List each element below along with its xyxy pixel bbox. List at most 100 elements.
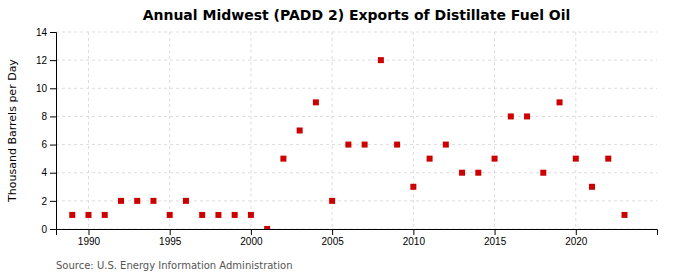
tick-mark bbox=[50, 201, 56, 202]
point bbox=[232, 212, 238, 218]
tick-label: 14 bbox=[36, 27, 48, 38]
grid-line-y bbox=[56, 88, 657, 89]
tick: 2020 bbox=[565, 229, 588, 247]
point bbox=[589, 184, 595, 190]
point bbox=[215, 212, 221, 218]
point bbox=[524, 113, 530, 119]
tick: 4 bbox=[41, 167, 56, 178]
point bbox=[410, 184, 416, 190]
tick-label: 2000 bbox=[240, 236, 263, 247]
point bbox=[69, 212, 75, 218]
point bbox=[297, 128, 303, 134]
point bbox=[167, 212, 173, 218]
grid-line-y bbox=[56, 32, 657, 33]
tick: 2015 bbox=[484, 229, 507, 247]
point bbox=[102, 212, 108, 218]
y-axis-title: Thousand Barrels per Day bbox=[6, 59, 19, 203]
point bbox=[492, 156, 498, 162]
grid-line-y bbox=[56, 172, 657, 173]
tick-mark bbox=[332, 229, 333, 235]
point bbox=[394, 142, 400, 148]
point bbox=[427, 156, 433, 162]
tick-mark bbox=[170, 229, 171, 235]
tick: 2 bbox=[41, 196, 56, 207]
point bbox=[345, 142, 351, 148]
point bbox=[134, 198, 140, 204]
tick: 0 bbox=[41, 224, 56, 235]
tick-mark bbox=[576, 229, 577, 235]
chart-svg: 199019952000200520102015202002468101214A… bbox=[0, 0, 675, 275]
grid-line-x bbox=[88, 32, 89, 229]
point bbox=[573, 156, 579, 162]
point bbox=[540, 170, 546, 176]
point bbox=[183, 198, 189, 204]
grid-line-x bbox=[413, 32, 414, 229]
tick-label: 2 bbox=[41, 196, 47, 207]
tick-mark bbox=[251, 229, 252, 235]
tick-mark bbox=[50, 229, 56, 230]
y-axis: 02468101214 bbox=[36, 27, 57, 235]
tick-label: 0 bbox=[41, 224, 47, 235]
tick-label: 4 bbox=[41, 167, 47, 178]
grid bbox=[56, 32, 657, 229]
tick-mark bbox=[413, 229, 414, 235]
tick: 2010 bbox=[403, 229, 426, 247]
axis-line bbox=[50, 33, 57, 230]
point bbox=[280, 156, 286, 162]
point bbox=[329, 198, 335, 204]
tick-label: 6 bbox=[41, 139, 47, 150]
tick-mark bbox=[50, 32, 56, 33]
point bbox=[118, 198, 124, 204]
axis-line bbox=[57, 230, 658, 236]
point bbox=[150, 198, 156, 204]
tick: 1995 bbox=[159, 229, 182, 247]
title: Annual Midwest (PADD 2) Exports of Disti… bbox=[143, 7, 571, 23]
point bbox=[508, 113, 514, 119]
tick-mark bbox=[495, 229, 496, 235]
tick-mark bbox=[50, 116, 56, 117]
tick-mark bbox=[50, 88, 56, 89]
point bbox=[378, 57, 384, 63]
x-axis: 1990 1995 2000 2005 2010 2015 2020 bbox=[57, 229, 658, 247]
grid-line-x bbox=[169, 32, 170, 229]
tick-mark bbox=[88, 229, 89, 235]
grid-line-x bbox=[575, 32, 576, 229]
tick-label: 10 bbox=[36, 83, 48, 94]
tick-label: 2005 bbox=[322, 236, 345, 247]
grid-line-y bbox=[56, 200, 657, 201]
grid-line-y bbox=[56, 60, 657, 61]
tick: 14 bbox=[36, 27, 56, 38]
point bbox=[248, 212, 254, 218]
tick-mark bbox=[50, 145, 56, 146]
point bbox=[443, 142, 449, 148]
tick-label: 12 bbox=[36, 55, 48, 66]
tick-mark bbox=[50, 173, 56, 174]
tick-mark bbox=[50, 60, 56, 61]
plot-area: 199019952000200520102015202002468101214 bbox=[36, 27, 658, 247]
point bbox=[264, 226, 270, 229]
point bbox=[459, 170, 465, 176]
tick: 12 bbox=[36, 55, 56, 66]
point bbox=[313, 99, 319, 105]
tick: 2000 bbox=[240, 229, 263, 247]
annotation: Source: U.S. Energy Information Administ… bbox=[56, 260, 293, 271]
point bbox=[199, 212, 205, 218]
tick: 6 bbox=[41, 139, 56, 150]
point bbox=[557, 99, 563, 105]
tick-label: 2015 bbox=[484, 236, 507, 247]
point bbox=[622, 212, 628, 218]
point bbox=[605, 156, 611, 162]
point bbox=[475, 170, 481, 176]
grid-line-x bbox=[494, 32, 495, 229]
tick: 10 bbox=[36, 83, 56, 94]
points bbox=[69, 57, 627, 229]
tick-label: 1990 bbox=[78, 236, 101, 247]
tick-label: 1995 bbox=[159, 236, 182, 247]
point bbox=[85, 212, 91, 218]
tick: 2005 bbox=[322, 229, 345, 247]
point bbox=[362, 142, 368, 148]
tick-label: 2020 bbox=[565, 236, 588, 247]
chart-container: 199019952000200520102015202002468101214A… bbox=[0, 0, 675, 275]
grid-line-y bbox=[56, 144, 657, 145]
grid-line-x bbox=[250, 32, 251, 229]
